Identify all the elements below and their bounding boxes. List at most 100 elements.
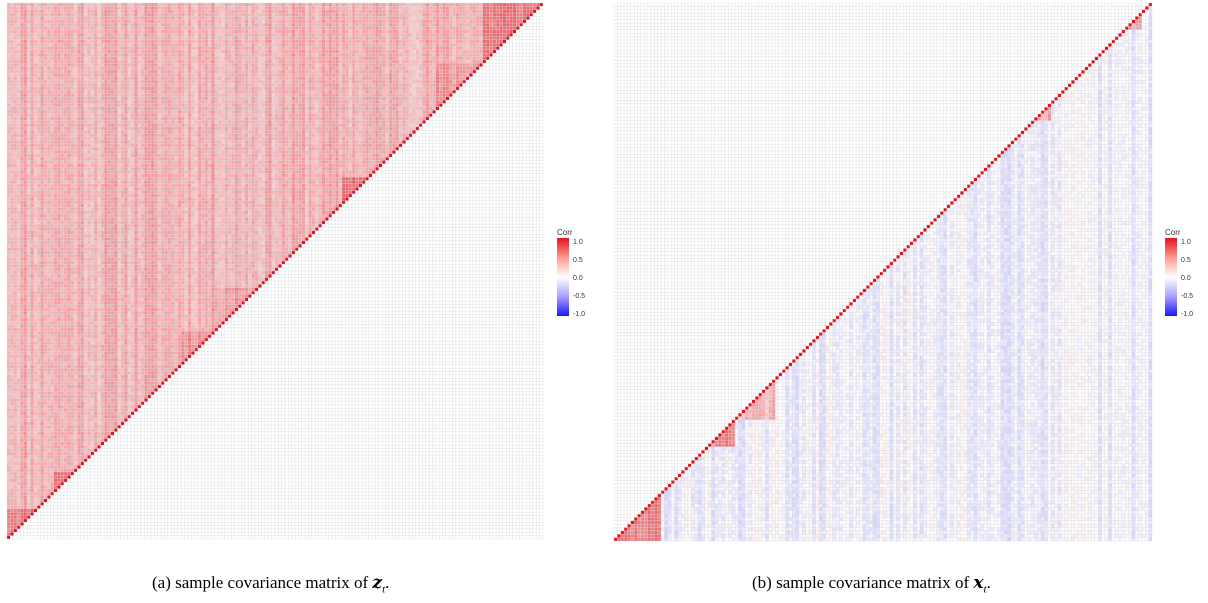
corr-cell <box>224 9 229 14</box>
empty-cell <box>502 66 507 71</box>
empty-cell <box>529 46 534 51</box>
corr-cell <box>181 19 185 24</box>
corr-cell <box>254 63 259 67</box>
corr-cell <box>127 76 132 81</box>
empty-cell <box>482 66 487 71</box>
empty-cell <box>509 46 513 51</box>
corr-cell <box>422 79 426 84</box>
diagonal-cell <box>479 63 483 67</box>
corr-cell <box>378 103 383 107</box>
corr-cell <box>104 66 108 71</box>
corr-cell <box>345 96 349 101</box>
corr-cell <box>345 19 349 24</box>
corr-cell <box>385 79 390 84</box>
corr-cell <box>281 26 286 30</box>
corr-cell <box>201 103 205 107</box>
corr-cell <box>97 2 101 7</box>
corr-cell <box>428 69 433 74</box>
corr-cell <box>6 43 11 47</box>
corr-cell <box>469 63 473 67</box>
corr-cell <box>321 86 326 91</box>
empty-cell <box>472 93 477 97</box>
corr-cell <box>248 93 252 97</box>
corr-cell <box>505 16 510 20</box>
corr-cell <box>201 79 205 84</box>
corr-cell <box>284 36 289 40</box>
corr-cell <box>298 79 302 84</box>
corr-cell <box>221 66 225 71</box>
corr-cell <box>40 56 44 61</box>
corr-cell <box>261 103 266 107</box>
corr-cell <box>134 96 138 101</box>
corr-cell <box>459 66 463 71</box>
corr-cell <box>30 63 34 67</box>
corr-cell <box>415 36 420 40</box>
corr-cell <box>207 76 212 81</box>
corr-cell <box>16 43 21 47</box>
corr-cell <box>157 89 162 94</box>
corr-cell <box>251 29 256 34</box>
corr-cell <box>231 83 235 87</box>
corr-cell <box>418 96 423 101</box>
corr-cell <box>368 93 373 97</box>
corr-cell <box>455 59 460 64</box>
corr-cell <box>221 2 225 7</box>
corr-cell <box>241 76 245 81</box>
corr-cell <box>418 83 423 87</box>
corr-cell <box>425 39 430 44</box>
corr-cell <box>274 53 279 57</box>
empty-cell <box>522 43 527 47</box>
corr-cell <box>174 46 178 51</box>
empty-cell <box>512 79 517 84</box>
empty-cell <box>526 76 530 81</box>
corr-cell <box>378 100 383 104</box>
corr-cell <box>395 79 400 84</box>
corr-cell <box>469 9 473 14</box>
corr-cell <box>16 12 21 17</box>
corr-cell <box>160 76 165 81</box>
corr-cell <box>274 36 279 40</box>
corr-cell <box>157 43 162 47</box>
corr-cell <box>107 36 111 40</box>
corr-cell <box>489 2 493 7</box>
corr-cell <box>459 79 463 84</box>
corr-cell <box>402 79 406 84</box>
empty-cell <box>532 76 537 81</box>
corr-cell <box>140 76 145 81</box>
corr-cell <box>315 16 319 20</box>
corr-cell <box>341 43 346 47</box>
corr-cell <box>248 43 252 47</box>
corr-cell <box>251 19 256 24</box>
corr-cell <box>459 22 463 27</box>
empty-cell <box>509 36 513 40</box>
corr-cell <box>331 33 336 37</box>
corr-cell <box>455 12 460 17</box>
corr-cell <box>187 86 192 91</box>
corr-cell <box>412 56 416 61</box>
corr-cell <box>355 103 359 107</box>
corr-cell <box>361 69 366 74</box>
corr-cell <box>227 39 232 44</box>
corr-cell <box>308 49 312 54</box>
corr-cell <box>382 33 386 37</box>
corr-cell <box>298 66 302 71</box>
corr-cell <box>449 2 453 7</box>
corr-cell <box>445 43 450 47</box>
corr-cell <box>154 36 158 40</box>
corr-cell <box>385 73 390 77</box>
corr-cell <box>100 9 105 14</box>
corr-cell <box>388 79 393 84</box>
corr-cell <box>63 2 68 7</box>
corr-cell <box>261 93 266 97</box>
corr-cell <box>482 56 487 61</box>
corr-cell <box>170 76 175 81</box>
corr-cell <box>67 9 71 14</box>
corr-cell <box>321 66 326 71</box>
corr-cell <box>398 93 403 97</box>
empty-cell <box>516 89 520 94</box>
corr-cell <box>301 46 306 51</box>
corr-cell <box>154 63 158 67</box>
corr-cell <box>181 103 185 107</box>
corr-cell <box>177 19 182 24</box>
corr-cell <box>174 83 178 87</box>
